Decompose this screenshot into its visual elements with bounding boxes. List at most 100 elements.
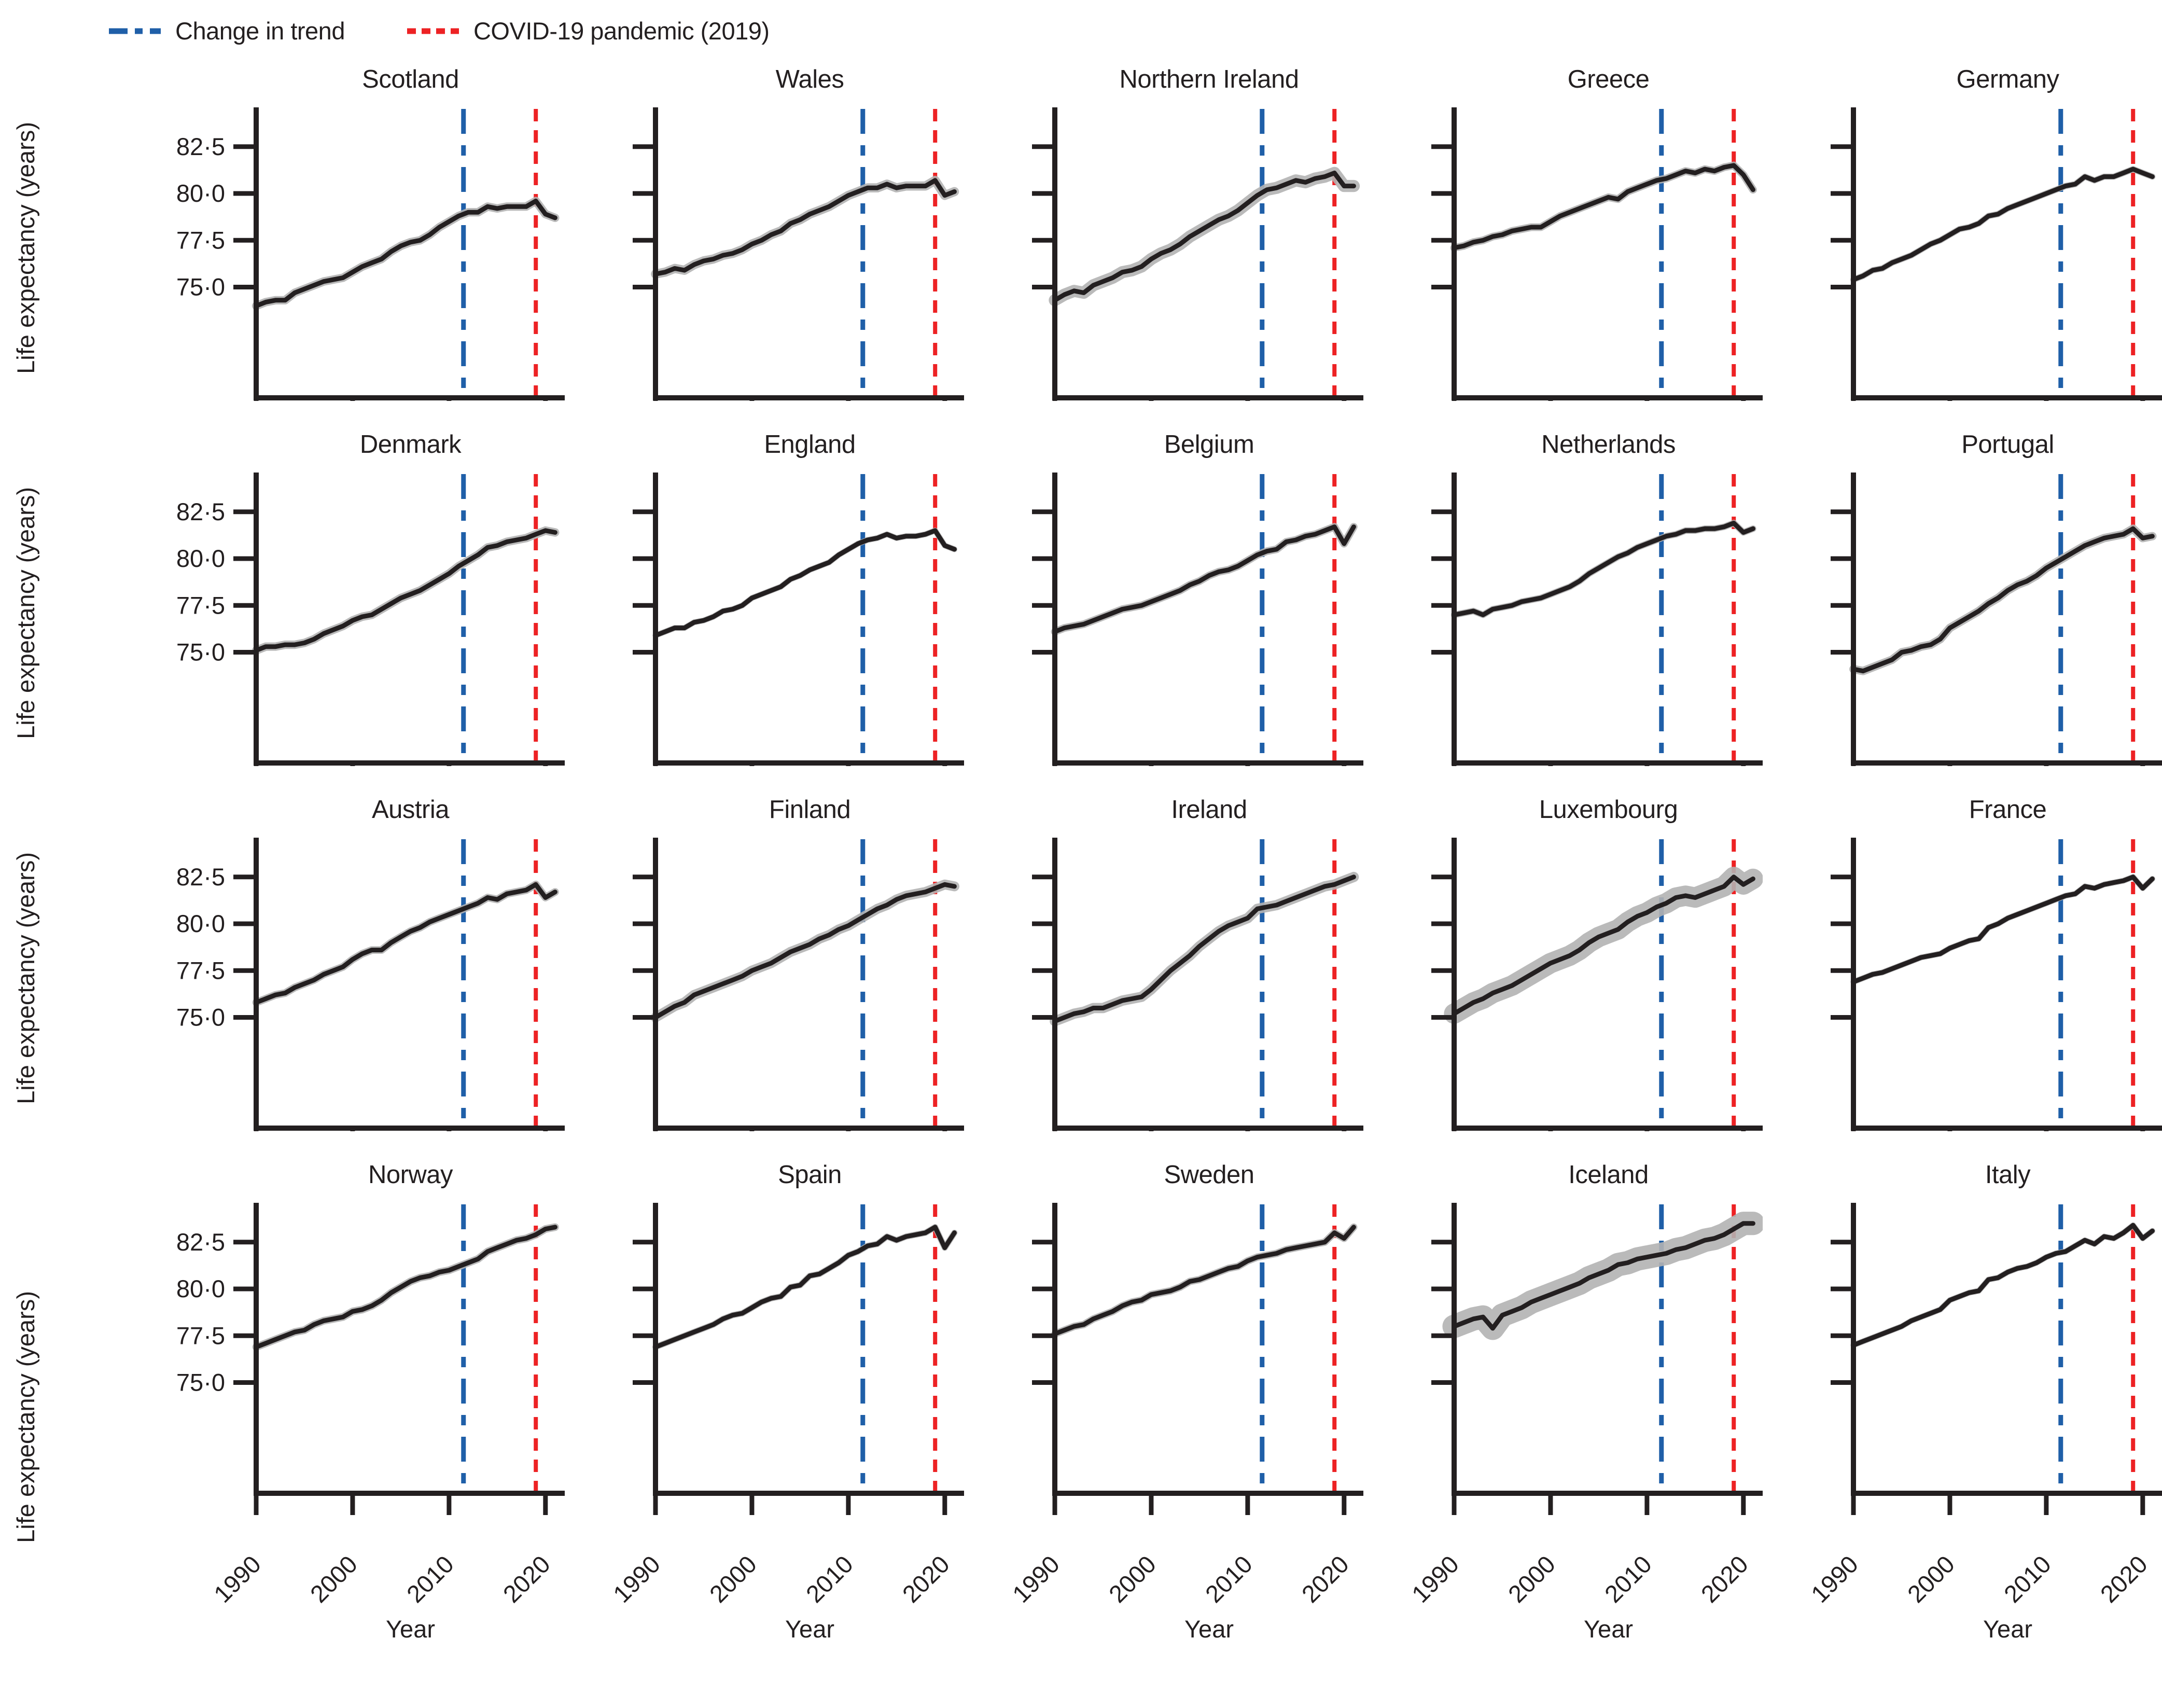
panel-chart: [1431, 473, 1763, 766]
y-axis-title: Life expectancy (years): [12, 852, 39, 1104]
chart-row-3: Life expectancy (years) Norway 82·5 80·0 77·…: [0, 1154, 2162, 1643]
panel-northern-ireland: Northern Ireland: [964, 59, 1363, 401]
panel-title: Northern Ireland: [1119, 65, 1299, 93]
panel-chart: 1990 2000 2010 2020: [1406, 1203, 1763, 1608]
y-tick-label: 75·0: [176, 1369, 225, 1396]
y-tick-label: 80·0: [176, 179, 225, 207]
x-axis-title: Year: [1184, 1615, 1234, 1643]
y-tick-label: 75·0: [176, 638, 225, 666]
x-tick-label: 2020: [2095, 1550, 2152, 1608]
life-expectancy-line: [1851, 526, 2155, 674]
x-tick-label: 1990: [1806, 1550, 1863, 1608]
y-axis-title-cell: Life expectancy (years): [0, 789, 51, 1131]
panel-chart: [1431, 107, 1763, 401]
x-tick-label: 2000: [1902, 1550, 1960, 1608]
life-expectancy-line: [1851, 874, 2155, 984]
panel-title: Norway: [368, 1161, 453, 1189]
x-tick-label: 2000: [305, 1550, 362, 1608]
panel-title: Wales: [775, 65, 844, 93]
panel-title: Finland: [769, 796, 851, 824]
panel-chart: [1032, 838, 1363, 1131]
panel-title: Iceland: [1568, 1161, 1649, 1189]
y-tick-label: 82·5: [176, 863, 225, 891]
life-expectancy-line: [1052, 874, 1356, 1024]
life-expectancy-line: [1452, 163, 1755, 251]
life-expectancy-line: [1452, 874, 1755, 1016]
panel-belgium: Belgium: [964, 424, 1363, 766]
life-expectancy-line: [1452, 521, 1755, 617]
y-tick-label: 77·5: [176, 591, 225, 619]
panel-italy: Italy 1990 2000 2010 2020 Year: [1763, 1154, 2162, 1643]
panel-chart: 82·5 80·0 77·5 75·0 1990 2000 2010 2020: [176, 1203, 565, 1608]
panel-title: Italy: [1985, 1161, 2031, 1189]
panel-title: France: [1969, 796, 2047, 824]
panel-finland: Finland: [565, 789, 964, 1131]
life-expectancy-line: [1052, 1225, 1356, 1337]
x-tick-label: 2010: [401, 1550, 459, 1608]
panel-spain: Spain 1990 2000 2010 2020 Year: [565, 1154, 964, 1643]
panel-portugal: Portugal: [1763, 424, 2162, 766]
y-tick-label: 77·5: [176, 956, 225, 984]
panel-title: England: [764, 431, 856, 459]
x-axis-title: Year: [386, 1615, 435, 1643]
x-tick-label: 1990: [1406, 1550, 1464, 1608]
panel-chart: 82·5 80·0 77·5 75·0: [176, 107, 565, 401]
life-expectancy-line: [653, 882, 957, 1020]
y-axis-title-cell: Life expectancy (years): [0, 1154, 51, 1643]
y-tick-label: 77·5: [176, 1322, 225, 1349]
panel-netherlands: Netherlands: [1363, 424, 1763, 766]
y-axis-title-cell: Life expectancy (years): [0, 59, 51, 401]
legend: Change in trend COVID-19 pandemic (2019): [109, 17, 2162, 45]
y-tick-label: 80·0: [176, 910, 225, 937]
figure-grid: Life expectancy (years) Scotland 82·5 80·0 7…: [0, 59, 2162, 1643]
panel-iceland: Iceland 1990 2000 2010 2020 Year: [1363, 1154, 1763, 1643]
life-expectancy-line: [653, 178, 957, 276]
legend-item-covid-pandemic: COVID-19 pandemic (2019): [407, 17, 770, 45]
panel-england: England: [565, 424, 964, 766]
y-axis-title: Life expectancy (years): [12, 122, 39, 374]
panel-sweden: Sweden 1990 2000 2010 2020 Year: [964, 1154, 1363, 1643]
x-tick-label: 2010: [801, 1550, 858, 1608]
panel-title: Denmark: [359, 431, 462, 459]
panel-chart: [633, 838, 964, 1131]
legend-label-covid-pandemic: COVID-19 pandemic (2019): [473, 17, 770, 45]
confidence-band: [1444, 867, 1763, 1024]
life-expectancy-line: [1052, 524, 1356, 634]
panel-greece: Greece: [1363, 59, 1763, 401]
life-expectancy-line: [653, 528, 957, 638]
figure: Change in trend COVID-19 pandemic (2019)…: [0, 17, 2162, 1643]
y-tick-label: 77·5: [176, 226, 225, 254]
x-axis-title: Year: [1983, 1615, 2032, 1643]
panel-chart: [1032, 473, 1363, 766]
x-axis-title: Year: [1584, 1615, 1633, 1643]
panel-chart: 1990 2000 2010 2020: [608, 1203, 964, 1608]
panel-title: Ireland: [1171, 796, 1247, 824]
panel-title: Netherlands: [1541, 431, 1676, 459]
life-expectancy-line: [254, 882, 557, 1005]
life-expectancy-line: [254, 1225, 557, 1350]
y-tick-label: 75·0: [176, 1004, 225, 1031]
panel-title: Portugal: [1961, 431, 2054, 459]
panel-title: Sweden: [1164, 1161, 1254, 1189]
legend-item-change-in-trend: Change in trend: [109, 17, 345, 45]
panel-wales: Wales: [565, 59, 964, 401]
panel-chart: [1032, 107, 1363, 401]
confidence-band: [1850, 166, 2156, 283]
panel-title: Spain: [778, 1161, 842, 1189]
panel-title: Germany: [1956, 65, 2059, 93]
panel-chart: [1831, 107, 2162, 401]
panel-chart: [633, 473, 964, 766]
y-axis-title: Life expectancy (years): [12, 487, 39, 739]
panel-denmark: Denmark 82·5 80·0 77·5 75·0: [51, 424, 565, 766]
panel-austria: Austria 82·5 80·0 77·5 75·0: [51, 789, 565, 1131]
x-tick-label: 1990: [608, 1550, 665, 1608]
panel-chart: 1990 2000 2010 2020: [1007, 1203, 1363, 1608]
panel-chart: [1831, 838, 2162, 1131]
dashed-line-icon: [407, 28, 459, 34]
panel-luxembourg: Luxembourg: [1363, 789, 1763, 1131]
x-tick-label: 2020: [897, 1550, 954, 1608]
y-tick-label: 82·5: [176, 133, 225, 160]
life-expectancy-line: [254, 528, 557, 653]
panel-scotland: Scotland 82·5 80·0 77·5 75·0: [51, 59, 565, 401]
x-tick-label: 2020: [1296, 1550, 1354, 1608]
